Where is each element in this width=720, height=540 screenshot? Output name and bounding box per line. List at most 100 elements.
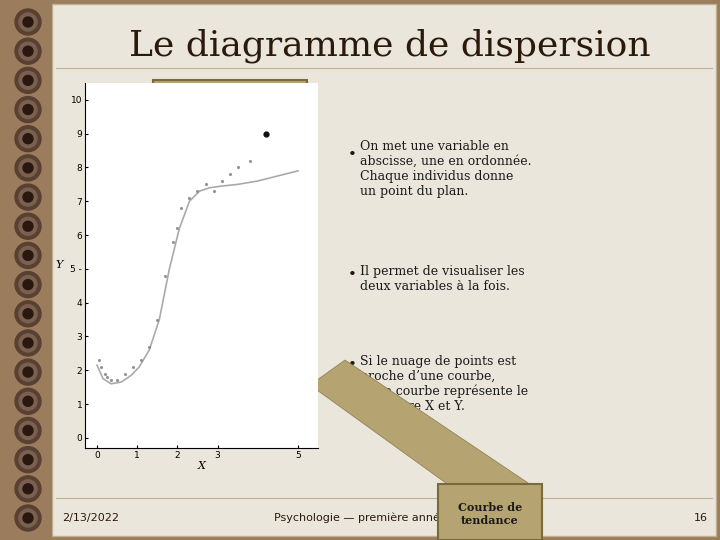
- Circle shape: [23, 280, 33, 289]
- Circle shape: [15, 126, 41, 152]
- Point: [95, 362, 107, 371]
- FancyBboxPatch shape: [52, 4, 716, 536]
- Point: [112, 376, 123, 384]
- Polygon shape: [310, 360, 540, 491]
- Text: Courbe de
tendance: Courbe de tendance: [458, 502, 522, 526]
- Point: [176, 204, 187, 212]
- Circle shape: [23, 105, 33, 114]
- Circle shape: [19, 422, 37, 440]
- Circle shape: [19, 217, 37, 235]
- Point: [102, 373, 113, 381]
- Circle shape: [23, 76, 33, 85]
- Circle shape: [15, 447, 41, 472]
- Text: Si le nuage de points est: Si le nuage de points est: [360, 355, 516, 368]
- Point: [151, 315, 163, 324]
- Point: [120, 369, 131, 378]
- Point: [224, 170, 235, 179]
- Text: Chaque individus donne: Chaque individus donne: [360, 170, 513, 183]
- Circle shape: [19, 130, 37, 148]
- Circle shape: [15, 38, 41, 64]
- Text: deux variables à la fois.: deux variables à la fois.: [360, 280, 510, 293]
- Circle shape: [19, 305, 37, 323]
- Circle shape: [19, 480, 37, 498]
- Text: Psychologie — première année: Psychologie — première année: [274, 513, 446, 523]
- Text: •: •: [348, 148, 356, 162]
- Circle shape: [23, 17, 33, 27]
- Text: un point du plan.: un point du plan.: [360, 185, 468, 198]
- Text: •: •: [348, 358, 356, 372]
- Circle shape: [19, 100, 37, 118]
- Circle shape: [15, 155, 41, 181]
- Circle shape: [19, 42, 37, 60]
- FancyBboxPatch shape: [153, 80, 307, 136]
- Circle shape: [15, 476, 41, 502]
- Circle shape: [23, 367, 33, 377]
- Point: [143, 342, 155, 351]
- Circle shape: [15, 97, 41, 123]
- Circle shape: [15, 359, 41, 385]
- Text: •: •: [348, 268, 356, 282]
- Point: [99, 369, 111, 378]
- Circle shape: [19, 275, 37, 294]
- Point: [244, 157, 256, 165]
- Circle shape: [15, 242, 41, 268]
- Circle shape: [15, 505, 41, 531]
- Circle shape: [19, 246, 37, 265]
- Point: [168, 238, 179, 246]
- Text: Individu donnant 4 pour
X et 9 pour Y: Individu donnant 4 pour X et 9 pour Y: [153, 98, 307, 122]
- Text: Il permet de visualiser les: Il permet de visualiser les: [360, 265, 525, 278]
- Point: [160, 271, 171, 280]
- Circle shape: [23, 426, 33, 435]
- Circle shape: [15, 9, 41, 35]
- Point: [127, 362, 139, 371]
- Point: [192, 187, 203, 195]
- Text: abscisse, une en ordonnée.: abscisse, une en ordonnée.: [360, 155, 531, 168]
- Circle shape: [23, 513, 33, 523]
- Point: [171, 224, 183, 233]
- Circle shape: [15, 417, 41, 443]
- Circle shape: [15, 388, 41, 414]
- Y-axis label: Y: Y: [55, 260, 63, 271]
- Bar: [0, 0, 52, 540]
- Circle shape: [23, 163, 33, 173]
- Point: [216, 177, 228, 185]
- Circle shape: [23, 484, 33, 494]
- Point: [199, 180, 211, 188]
- Text: On met une variable en: On met une variable en: [360, 140, 509, 153]
- Circle shape: [23, 46, 33, 56]
- Point: [135, 356, 147, 364]
- Text: proche d’une courbe,: proche d’une courbe,: [360, 370, 495, 383]
- Point: [208, 187, 220, 195]
- Circle shape: [23, 134, 33, 144]
- Circle shape: [19, 509, 37, 527]
- Circle shape: [23, 338, 33, 348]
- FancyBboxPatch shape: [438, 484, 542, 540]
- Point: [105, 376, 117, 384]
- Polygon shape: [271, 129, 300, 142]
- Circle shape: [19, 451, 37, 469]
- Text: Le diagramme de dispersion: Le diagramme de dispersion: [129, 29, 651, 63]
- Circle shape: [15, 272, 41, 298]
- Text: lien entre X et Y.: lien entre X et Y.: [360, 400, 465, 413]
- Circle shape: [19, 159, 37, 177]
- Circle shape: [15, 330, 41, 356]
- Point: [260, 130, 271, 138]
- Text: 16: 16: [694, 513, 708, 523]
- Circle shape: [19, 188, 37, 206]
- Circle shape: [23, 309, 33, 319]
- Circle shape: [23, 455, 33, 464]
- Circle shape: [19, 363, 37, 381]
- Circle shape: [19, 392, 37, 410]
- Point: [94, 356, 105, 364]
- Circle shape: [23, 396, 33, 406]
- Circle shape: [23, 221, 33, 231]
- Circle shape: [19, 334, 37, 352]
- X-axis label: X: X: [197, 461, 205, 471]
- Circle shape: [23, 251, 33, 260]
- Circle shape: [15, 301, 41, 327]
- Circle shape: [15, 213, 41, 239]
- Circle shape: [19, 13, 37, 31]
- Circle shape: [23, 192, 33, 202]
- Text: 2/13/2022: 2/13/2022: [62, 513, 119, 523]
- Circle shape: [15, 68, 41, 93]
